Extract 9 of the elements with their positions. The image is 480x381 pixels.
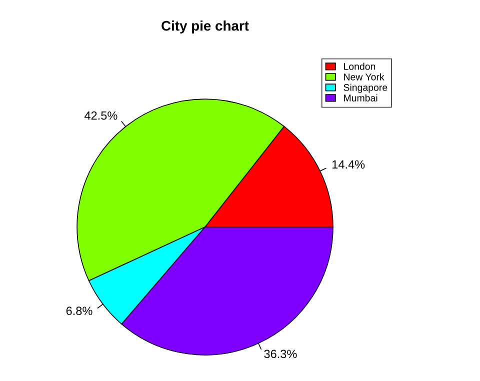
data-label: 36.3%: [264, 350, 297, 358]
legend-label: Singapore: [344, 84, 388, 93]
data-label: 6.8%: [66, 306, 92, 316]
legend-label: Mumbai: [344, 94, 378, 102]
legend-label: New York: [344, 73, 384, 80]
legend-label: London: [344, 62, 376, 70]
data-label: 42.5%: [84, 111, 118, 120]
data-label: 14.4%: [332, 160, 365, 169]
chart-title: City pie chart: [162, 20, 249, 34]
